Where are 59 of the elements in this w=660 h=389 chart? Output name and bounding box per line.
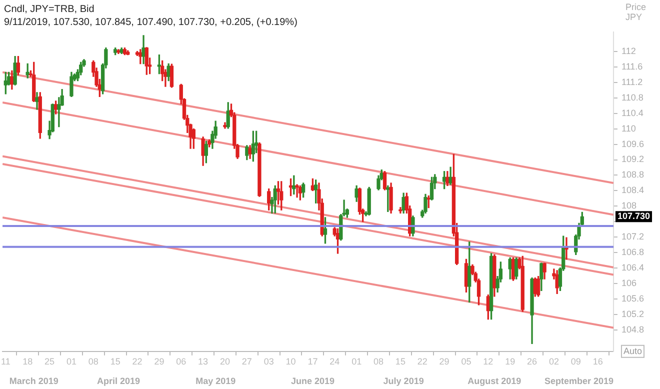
- x2-tick-label: September 2019: [544, 376, 614, 386]
- x-tick-label: 26: [527, 356, 538, 366]
- x-tick-label: 25: [44, 356, 55, 366]
- chart-subtitle: 9/11/2019, 107.530, 107.845, 107.490, 107.730, +0.205, (+0.19%): [4, 17, 298, 28]
- y-tick-label: 108: [621, 200, 637, 211]
- y-tick-label: 110.4: [621, 108, 644, 118]
- text: 107.730: [617, 211, 650, 222]
- y-tick-label: 108.8: [621, 170, 644, 180]
- y-tick-label: 111.2: [621, 76, 643, 87]
- x-tick-label: 19: [505, 356, 516, 366]
- y-tick-label: 106: [621, 278, 637, 288]
- x-tick-label: 15: [110, 356, 120, 366]
- x2-tick-label: August 2019: [468, 376, 522, 386]
- y-tick-label: 109.2: [621, 154, 644, 164]
- x-tick-label: 24: [330, 356, 340, 366]
- x2-tick-label: July 2019: [383, 376, 424, 386]
- x-tick-label: 01: [352, 356, 362, 366]
- y-tick-label: 109.6: [621, 138, 644, 149]
- x-tick-label: 06: [176, 356, 186, 366]
- chart-title: Cndl, JPY=TRB, Bid: [4, 4, 94, 15]
- x-tick-label: 29: [154, 356, 164, 366]
- y-tick-label: 104.8: [621, 324, 644, 335]
- x-tick-label: 03: [264, 356, 274, 366]
- x-tick-label: 08: [373, 356, 384, 366]
- x-tick-label: 10: [286, 356, 296, 366]
- y-tick-label: 110: [621, 123, 636, 134]
- x-tick-label: 15: [395, 356, 406, 366]
- x2-tick-label: May 2019: [196, 376, 236, 386]
- y-tick-label: 112: [621, 46, 636, 56]
- y-tick-label: 106.8: [621, 247, 644, 258]
- y-tick-label: 106.4: [621, 262, 644, 273]
- x-tick-label: 05: [461, 356, 472, 366]
- x-tick-label: 16: [592, 356, 603, 366]
- x-tick-label: 27: [242, 356, 252, 366]
- candlestick: [295, 184, 299, 198]
- x-tick-label: 01: [66, 356, 76, 366]
- x-tick-label: 29: [439, 356, 450, 366]
- y-tick-label: 110.8: [621, 92, 644, 102]
- x-tick-label: 02: [548, 356, 559, 366]
- x-tick-label: 17: [308, 356, 318, 366]
- x-tick-label: 22: [417, 356, 428, 366]
- y-tick-label: 107.2: [621, 232, 644, 242]
- x-tick-label: 22: [132, 356, 142, 366]
- x2-tick-label: June 2019: [290, 376, 334, 386]
- x-tick-label: 13: [198, 356, 208, 366]
- y-tick-label: 111.6: [621, 61, 643, 72]
- y-tick-label: 105.6: [621, 294, 644, 304]
- x2-tick-label: April 2019: [96, 376, 140, 386]
- x-tick-label: 18: [22, 356, 33, 366]
- x2-tick-label: March 2019: [9, 376, 58, 386]
- text: Auto: [623, 346, 642, 356]
- y-axis-title: Price JPY: [625, 2, 646, 22]
- x-tick-label: 20: [220, 356, 230, 366]
- x-tick-label: 11: [1, 356, 10, 366]
- x-tick-label: 12: [483, 356, 494, 366]
- x-tick-label: 08: [88, 356, 98, 366]
- y-tick-label: 108.4: [621, 185, 644, 196]
- x-tick-label: 09: [570, 356, 581, 366]
- y-tick-label: 105.2: [621, 309, 644, 320]
